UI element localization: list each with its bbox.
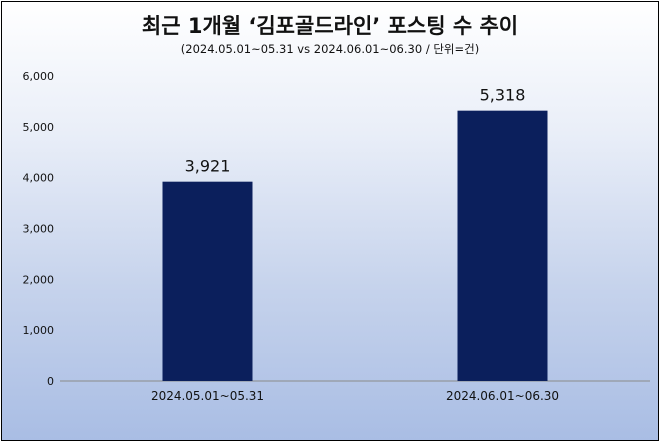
x-tick-label: 2024.05.01~05.31 — [151, 389, 264, 403]
bar — [162, 181, 253, 381]
x-tick-label: 2024.06.01~06.30 — [446, 389, 559, 403]
data-label: 3,921 — [185, 157, 231, 176]
y-tick-label: 3,000 — [23, 223, 55, 236]
chart-subtitle: (2024.05.01~05.31 vs 2024.06.01~06.30 / … — [180, 42, 480, 56]
y-tick-label: 0 — [47, 375, 54, 388]
bar — [457, 110, 548, 381]
y-tick-label: 4,000 — [23, 172, 55, 185]
y-tick-label: 5,000 — [23, 121, 55, 134]
chart-title: 최근 1개월 ‘김포골드라인’ 포스팅 수 추이 — [141, 14, 519, 38]
y-tick-label: 2,000 — [23, 273, 55, 286]
y-tick-label: 1,000 — [23, 324, 55, 337]
y-tick-label: 6,000 — [23, 70, 55, 83]
data-label: 5,318 — [480, 86, 526, 105]
